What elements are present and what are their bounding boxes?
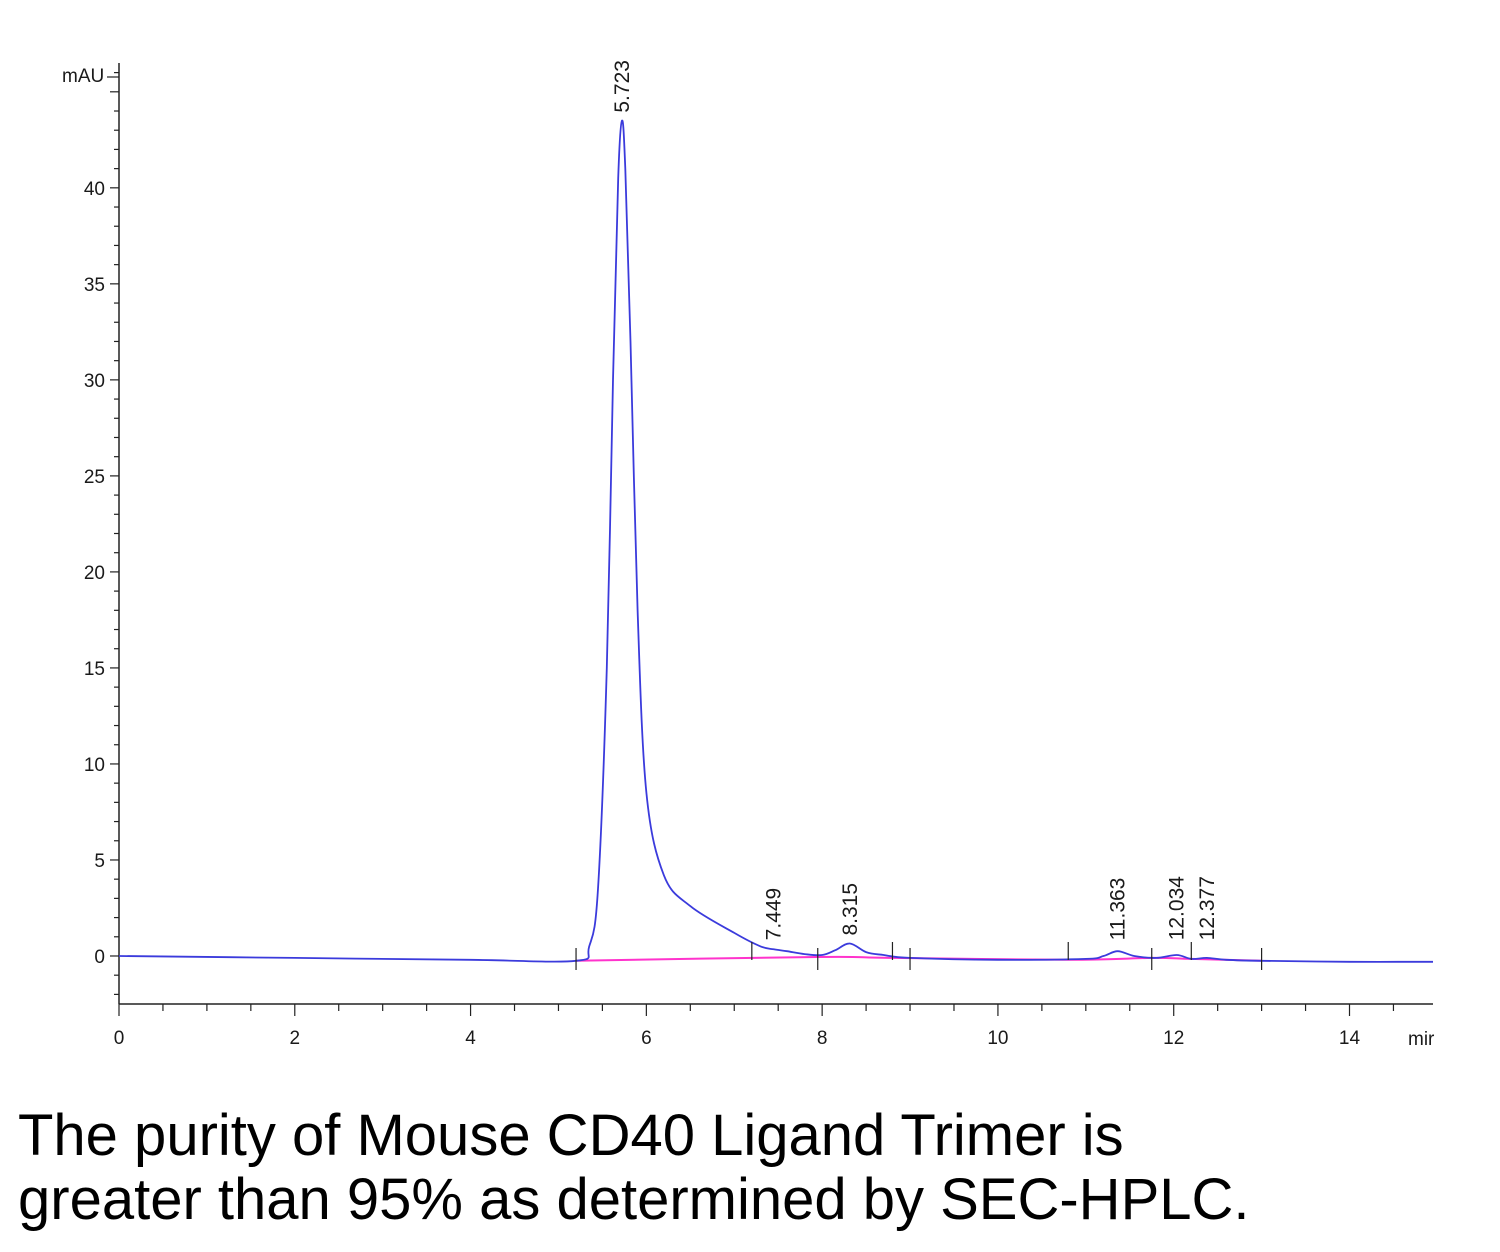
y-tick-label: 0 [94, 947, 105, 968]
peak-label: 12.377 [1196, 876, 1219, 940]
x-tick-label: 4 [465, 1028, 476, 1049]
tick-marks: 0 5 10 15 20 25 30 35 40 0 2 4 6 8 10 12 14 [84, 72, 1395, 1049]
y-tick-label: 15 [84, 659, 105, 680]
peak-labels: 5.723 7.449 8.315 11.363 12.034 12.377 [611, 60, 1219, 940]
axes [118, 63, 1433, 1005]
x-axis-unit-label: mir [1408, 1029, 1435, 1050]
x-tick-label: 14 [1339, 1028, 1361, 1049]
peak-label: 11.363 [1107, 878, 1130, 941]
y-tick-label: 40 [84, 179, 105, 200]
figure-caption: The purity of Mouse CD40 Ligand Trimer i… [18, 1104, 1478, 1232]
x-tick-label: 8 [817, 1028, 828, 1049]
y-tick-label: 5 [94, 851, 105, 872]
y-tick-label: 30 [84, 371, 105, 392]
peak-label: 5.723 [611, 60, 634, 113]
y-tick-label: 20 [84, 563, 105, 584]
x-tick-label: 0 [114, 1028, 125, 1049]
peak-label: 7.449 [763, 888, 786, 941]
y-tick-label: 10 [84, 755, 105, 776]
x-tick-label: 12 [1163, 1028, 1184, 1049]
y-axis-unit-label: mAU [62, 66, 104, 87]
integration-marks [575, 941, 1263, 970]
y-tick-label: 25 [84, 467, 105, 488]
caption-line-1: The purity of Mouse CD40 Ligand Trimer i… [18, 1103, 1124, 1168]
x-tick-label: 2 [289, 1028, 300, 1049]
x-tick-label: 10 [987, 1028, 1008, 1049]
peak-label: 8.315 [839, 883, 862, 936]
caption-line-2: greater than 95% as determined by SEC-HP… [18, 1167, 1250, 1232]
peak-label: 12.034 [1166, 876, 1189, 941]
y-tick-label: 35 [84, 275, 105, 296]
signal-series [118, 119, 1434, 963]
chromatogram-chart: 0 5 10 15 20 25 30 35 40 0 2 4 6 8 10 12 14 5.723 7.449 8.… [62, 60, 1435, 1050]
signal-line [118, 119, 1434, 963]
chromatogram-svg: 0 5 10 15 20 25 30 35 40 0 2 4 6 8 10 12 14 5.723 7.449 8.… [62, 60, 1435, 1050]
x-tick-label: 6 [641, 1028, 652, 1049]
